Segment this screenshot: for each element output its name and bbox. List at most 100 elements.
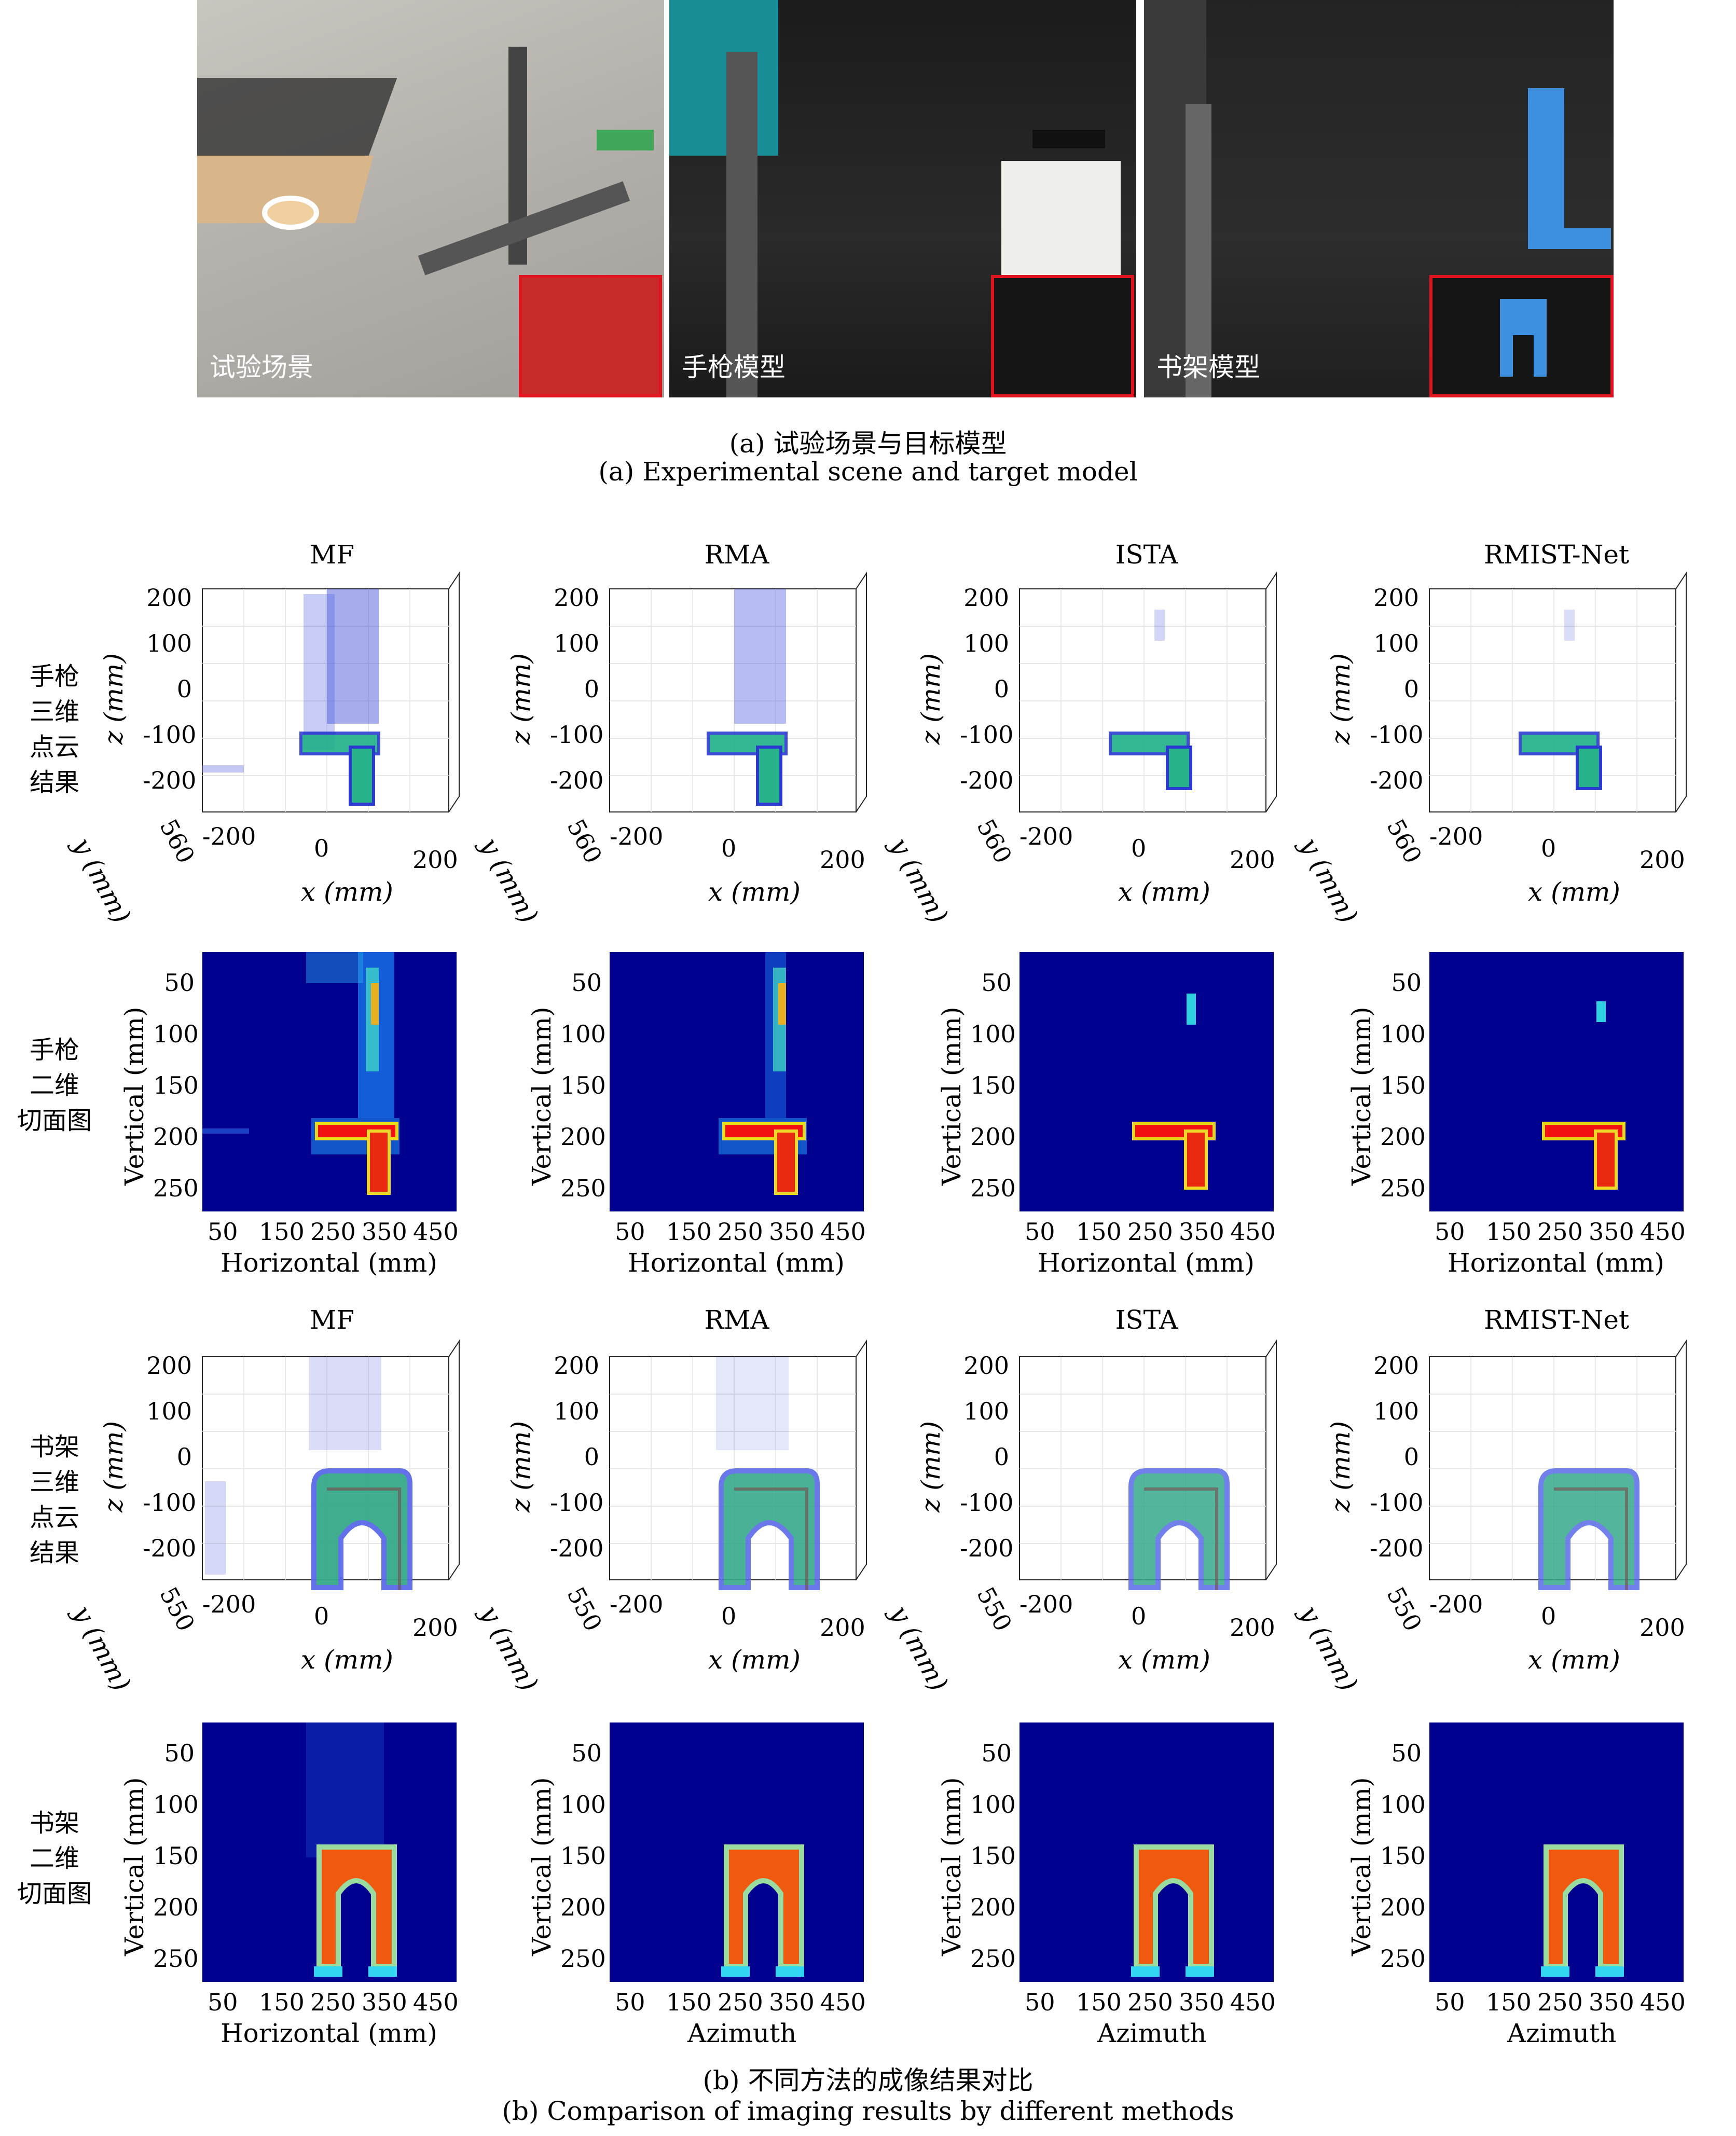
z-tick-label: -200	[960, 1534, 1014, 1562]
y-tick-label: 550	[154, 1582, 201, 1636]
heatmap-panel	[610, 952, 864, 1211]
x-tick-label: 150	[1076, 1218, 1122, 1246]
x-axis-label: Horizontal (mm)	[1448, 1248, 1664, 1278]
x-tick-label: 150	[259, 1988, 305, 2016]
x-tick-label: -200	[610, 1590, 664, 1618]
gun-heatmap	[719, 952, 807, 1195]
y-tick-label: 200	[970, 1893, 1016, 1921]
z-axis-label: z (mm)	[1326, 1421, 1356, 1512]
x-tick-label: -200	[202, 822, 256, 850]
method-title-rma: RMA	[704, 540, 769, 570]
x-tick-label: -200	[610, 822, 664, 850]
method-title-mf: MF	[310, 1305, 354, 1335]
x-tick-label: 50	[615, 1218, 645, 1246]
y-tick-label: 250	[970, 1945, 1016, 1973]
z-tick-label: 200	[146, 584, 192, 612]
y-axis-label: Vertical (mm)	[936, 1007, 967, 1186]
x-tick-label: 150	[666, 1988, 712, 2016]
x-tick-label: 450	[1230, 1218, 1276, 1246]
x-tick-label: 0	[721, 834, 737, 862]
y-tick-label: 150	[153, 1842, 199, 1870]
x-tick-label: 0	[1131, 834, 1147, 862]
x-axis-label: Horizontal (mm)	[221, 1248, 437, 1278]
z-tick-label: 0	[176, 1443, 192, 1471]
z-tick-label: 200	[963, 584, 1009, 612]
gun-point-cloud	[1109, 610, 1192, 790]
heatmap-panel	[1429, 952, 1684, 1211]
z-tick-label: 100	[963, 1397, 1009, 1425]
z-tick-label: 100	[963, 629, 1009, 657]
z-tick-label: 200	[963, 1352, 1009, 1380]
x-tick-label: 50	[1435, 1218, 1465, 1246]
y-tick-label: 200	[970, 1123, 1016, 1151]
x-tick-label: 250	[1537, 1218, 1583, 1246]
x-axis-label: Horizontal (mm)	[628, 1248, 845, 1278]
x-tick-label: 350	[769, 1988, 815, 2016]
z-tick-label: 0	[176, 675, 192, 703]
point-cloud-plot	[1019, 571, 1277, 812]
z-tick-label: 0	[584, 1443, 599, 1471]
y-tick-label: 200	[560, 1123, 606, 1151]
heatmap-panel	[610, 1722, 864, 1982]
x-tick-label: 250	[310, 1218, 356, 1246]
x-tick-label: 50	[208, 1988, 238, 2016]
y-tick-label: 150	[560, 1842, 606, 1870]
method-title-mf: MF	[310, 540, 354, 570]
heatmap-panel	[1019, 952, 1274, 1211]
x-tick-label: 150	[1486, 1218, 1532, 1246]
point-cloud-plot	[609, 571, 867, 812]
shelf-scene-illustration	[1144, 0, 1611, 397]
y-tick-label: 150	[970, 1071, 1016, 1099]
x-tick-label: 50	[1025, 1988, 1055, 2016]
z-tick-label: -100	[960, 1489, 1014, 1517]
gun-scene-illustration	[669, 0, 1121, 397]
gun-heatmap	[1542, 1001, 1625, 1190]
x-tick-label: 200	[1230, 846, 1275, 874]
point-cloud-plot	[1429, 1339, 1687, 1590]
x-tick-label: 50	[208, 1218, 238, 1246]
x-axis-label: x (mm)	[708, 877, 801, 907]
x-axis-label: x (mm)	[1118, 1645, 1210, 1675]
y-tick-label: 100	[560, 1020, 606, 1048]
x-tick-label: -200	[202, 1590, 256, 1618]
x-axis-label: x (mm)	[301, 1645, 393, 1675]
x-tick-label: 350	[362, 1988, 407, 2016]
z-tick-label: 200	[1373, 1352, 1419, 1380]
y-tick-label: 50	[164, 969, 195, 997]
x-tick-label: 0	[1131, 1602, 1147, 1630]
y-tick-label: 200	[153, 1123, 199, 1151]
y-tick-label: 50	[1391, 969, 1422, 997]
y-axis-label: Vertical (mm)	[527, 1777, 557, 1956]
y-tick-label: 150	[1380, 1842, 1426, 1870]
y-axis-label: Vertical (mm)	[119, 1007, 149, 1186]
heatmap-panel	[202, 952, 457, 1211]
shelf-heatmap	[721, 1844, 804, 1977]
x-tick-label: 350	[1589, 1988, 1634, 2016]
y-tick-label: 250	[560, 1945, 606, 1973]
y-tick-label: 150	[1380, 1071, 1426, 1099]
row-label-shelf-3d: 书架 三维 点云 结果	[29, 1432, 79, 1567]
z-axis-label: z (mm)	[916, 653, 946, 745]
x-tick-label: -200	[1019, 822, 1073, 850]
y-tick-label: 250	[970, 1174, 1016, 1202]
z-tick-label: -200	[1370, 1534, 1424, 1562]
x-tick-label: 200	[820, 846, 865, 874]
x-tick-label: 350	[1589, 1218, 1634, 1246]
y-tick-label: 200	[1380, 1893, 1426, 1921]
y-axis-label: Vertical (mm)	[1346, 1007, 1376, 1186]
y-tick-label: 100	[560, 1790, 606, 1818]
x-tick-label: 250	[1127, 1218, 1173, 1246]
y-tick-label: 50	[981, 969, 1012, 997]
x-tick-label: 250	[718, 1988, 763, 2016]
caption-b-zh: (b) 不同方法的成像结果对比	[702, 2065, 1034, 2096]
z-axis-label: z (mm)	[506, 1421, 536, 1512]
row-label-shelf-2d: 书架 二维 切面图	[17, 1809, 92, 1908]
x-tick-label: 450	[1230, 1988, 1276, 2016]
y-axis-label: Vertical (mm)	[1346, 1777, 1376, 1956]
y-tick-label: 550	[1381, 1582, 1428, 1636]
scene-illustration	[197, 47, 654, 275]
x-tick-label: -200	[1429, 822, 1483, 850]
y-tick-label: 100	[970, 1020, 1016, 1048]
x-tick-label: 450	[413, 1988, 459, 2016]
x-tick-label: 450	[1640, 1218, 1686, 1246]
